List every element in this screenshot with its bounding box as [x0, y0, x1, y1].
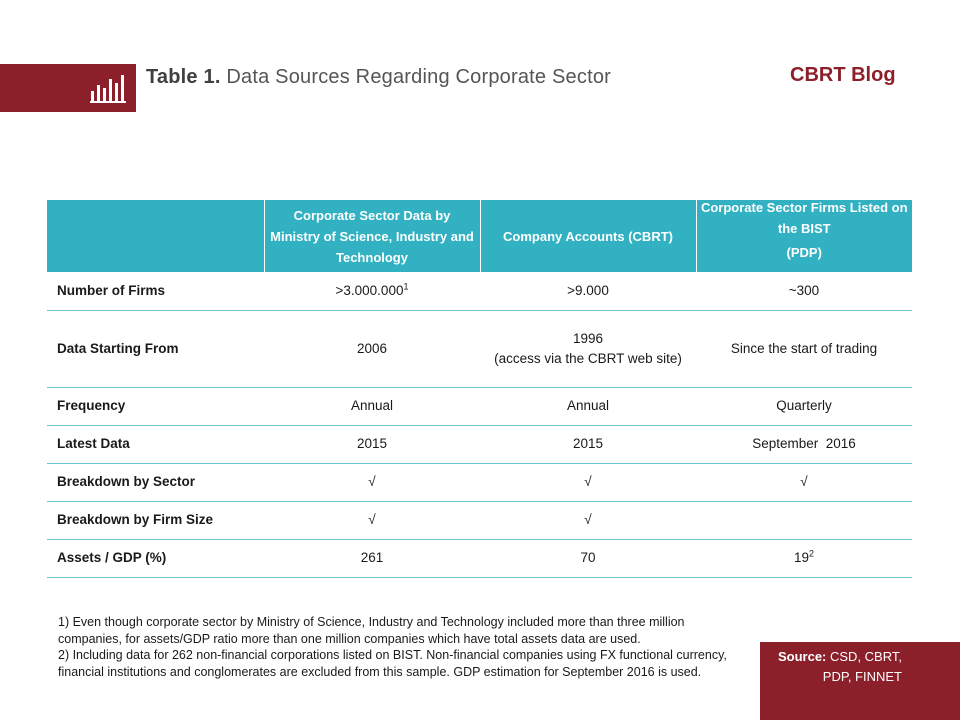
cell: 2015	[264, 425, 480, 464]
cell	[696, 501, 912, 540]
row-label: Breakdown by Sector	[47, 463, 264, 502]
row-label: Assets / GDP (%)	[47, 539, 264, 578]
header-bist-pdp: (PDP)	[786, 245, 822, 260]
source-box: Source: CSD, CBRT, PDP, FINNET	[760, 642, 960, 720]
footnote-1: 1) Even though corporate sector by Minis…	[58, 615, 685, 646]
header-bist-main: Corporate Sector Firms Listed on the BIS…	[700, 200, 908, 236]
header-bist: Corporate Sector Firms Listed on the BIS…	[696, 200, 912, 272]
cell: 70	[480, 539, 696, 578]
cell: √	[480, 463, 696, 502]
cell: 2006	[264, 310, 480, 388]
cell: 2015	[480, 425, 696, 464]
cell: √	[480, 501, 696, 540]
table-row: Assets / GDP (%) 261 70 192	[47, 539, 912, 578]
data-sources-table: Corporate Sector Data by Ministry of Sci…	[47, 200, 912, 578]
table-row: Data Starting From 2006 1996 (access via …	[47, 310, 912, 388]
header-ministry: Corporate Sector Data by Ministry of Sci…	[264, 200, 481, 272]
source-text: CSD, CBRT, PDP, FINNET	[822, 649, 902, 684]
header-empty-cell	[47, 200, 265, 272]
table-header-row: Corporate Sector Data by Ministry of Sci…	[47, 200, 912, 272]
cell: 261	[264, 539, 480, 578]
page-title: Table 1. Data Sources Regarding Corporat…	[146, 66, 616, 89]
cell: >9.000	[480, 272, 696, 311]
cell-subtext: (access via the CBRT web site)	[494, 350, 682, 366]
table-row: Latest Data 2015 2015 September 2016	[47, 425, 912, 464]
cell-value: 1996	[572, 330, 604, 346]
cell: 1996 (access via the CBRT web site)	[480, 310, 696, 388]
table-row: Breakdown by Sector √ √ √	[47, 463, 912, 502]
cell-value: >3.000.000	[335, 282, 404, 298]
cell: ~300	[696, 272, 912, 311]
cell: √	[264, 501, 480, 540]
cell: September 2016	[696, 425, 912, 464]
brand-label: CBRT Blog	[790, 64, 896, 86]
header-company-accounts: Company Accounts (CBRT)	[480, 200, 697, 272]
cell: Annual	[264, 387, 480, 426]
table-row: Number of Firms >3.000.0001 >9.000 ~300	[47, 272, 912, 311]
footnote-ref: 2	[809, 548, 815, 559]
cell: Quarterly	[696, 387, 912, 426]
bar-chart-icon	[90, 75, 126, 103]
title-rest: Data Sources Regarding Corporate Sector	[220, 66, 612, 88]
title-bold: Table 1.	[146, 66, 221, 88]
row-label: Data Starting From	[47, 310, 264, 388]
cell: >3.000.0001	[264, 272, 480, 311]
cell: √	[264, 463, 480, 502]
cell: Since the start of trading	[696, 310, 912, 388]
footnote-2: 2) Including data for 262 non-financial …	[58, 648, 727, 679]
source-label: Source:	[777, 649, 827, 664]
footnotes: 1) Even though corporate sector by Minis…	[58, 614, 748, 680]
table-row: Frequency Annual Annual Quarterly	[47, 387, 912, 426]
cell-value: 19	[793, 550, 809, 565]
title-band	[0, 64, 136, 112]
cell: 192	[696, 539, 912, 578]
row-label: Number of Firms	[47, 272, 264, 311]
cell: √	[696, 463, 912, 502]
row-label: Breakdown by Firm Size	[47, 501, 264, 540]
row-label: Frequency	[47, 387, 264, 426]
footnote-ref: 1	[403, 281, 409, 292]
row-label: Latest Data	[47, 425, 264, 464]
table-row: Breakdown by Firm Size √ √	[47, 501, 912, 540]
cell: Annual	[480, 387, 696, 426]
